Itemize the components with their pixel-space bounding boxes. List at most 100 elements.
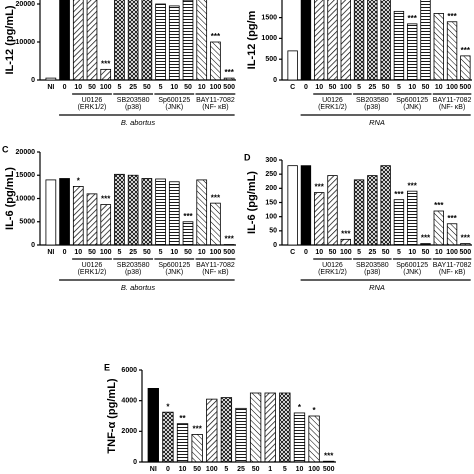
significance: *** (183, 212, 193, 221)
bar (340, 0, 351, 81)
bar (323, 460, 335, 463)
x-tick-label: 10 (198, 249, 206, 256)
significance: *** (394, 190, 404, 199)
bar (191, 433, 203, 463)
group-label: BAY11-7082 (196, 262, 235, 269)
bar (393, 10, 405, 81)
bar (367, 0, 378, 81)
bar (176, 423, 189, 463)
significance: *** (421, 234, 431, 243)
bar (220, 397, 233, 463)
y-tick-label: 6000 (121, 367, 137, 374)
group-label: SB203580 (117, 97, 150, 104)
significance: *** (324, 451, 334, 460)
x-tick-label: 50 (422, 249, 430, 256)
bar (327, 175, 338, 246)
x-tick-label: 10 (408, 84, 416, 91)
x-tick-label: 50 (88, 249, 96, 256)
y-tick-label: 2000 (121, 428, 137, 435)
x-tick-label: 10 (315, 84, 323, 91)
y-axis-label: IL-12 (pg/m (246, 10, 258, 69)
x-tick-label: 5 (357, 84, 361, 91)
x-tick-label: 500 (223, 249, 235, 256)
y-tick-label: 4000 (121, 398, 137, 405)
group-target: (JNK) (165, 269, 183, 276)
y-tick-label: 10000 (16, 39, 36, 46)
group-target: (JNK) (165, 104, 183, 111)
bar (182, 221, 194, 246)
significance: *** (315, 183, 325, 192)
x-tick-label: 25 (129, 249, 137, 256)
group-target: (JNK) (403, 104, 421, 111)
significance: *** (461, 46, 471, 55)
bar (353, 179, 365, 246)
bar (460, 243, 471, 246)
x-tick-label: 50 (329, 249, 337, 256)
bar (264, 392, 276, 463)
group-label: BAY11-7082 (433, 262, 472, 269)
x-tick-label: 0 (63, 84, 67, 91)
significance: *** (341, 229, 351, 238)
x-tick-label: 500 (460, 84, 472, 91)
x-tick-label: NI (47, 84, 54, 91)
x-tick-label: 100 (206, 466, 218, 473)
y-tick-label: 1000 (261, 35, 277, 42)
y-tick-label: 0 (31, 242, 35, 249)
x-tick-label: 0 (304, 249, 308, 256)
significance: ** (179, 414, 186, 423)
y-tick-label: 300 (265, 157, 277, 164)
x-axis-label: B. abortus (121, 283, 155, 292)
x-tick-label: 5 (117, 84, 121, 91)
x-tick-label: 50 (382, 84, 390, 91)
bar (147, 387, 159, 463)
group-label: Sp600125 (396, 97, 428, 104)
bar (59, 0, 70, 81)
bar (249, 392, 262, 463)
bar (155, 178, 166, 246)
x-tick-label: 25 (237, 466, 245, 473)
group-target: (ERK1/2) (318, 269, 347, 276)
group-label: SB203580 (356, 97, 389, 104)
group-label: Sp600125 (158, 97, 190, 104)
bar (235, 407, 247, 463)
y-axis-label: IL-12 (pg/mL) (4, 5, 16, 74)
y-tick-label: 1500 (261, 14, 277, 21)
x-tick-label: 100 (210, 84, 222, 91)
bar (446, 21, 458, 81)
bar (433, 210, 444, 246)
x-tick-label: 10 (408, 249, 416, 256)
y-tick-label: 0 (273, 242, 277, 249)
bar (168, 5, 180, 81)
bar (210, 41, 221, 81)
bar (127, 174, 139, 246)
x-axis-label: RNA (369, 118, 385, 127)
significance: *** (224, 68, 234, 77)
x-tick-label: 500 (223, 84, 235, 91)
bar (446, 223, 458, 246)
x-tick-label: 10 (296, 466, 304, 473)
significance: *** (408, 14, 418, 23)
bar (393, 199, 405, 246)
x-tick-label: 50 (329, 84, 337, 91)
group-label: U0126 (322, 97, 343, 104)
significance: *** (434, 201, 444, 210)
x-tick-label: 100 (308, 466, 320, 473)
bar (460, 55, 471, 81)
significance: *** (192, 425, 202, 434)
x-tick-label: 5 (224, 466, 228, 473)
x-tick-label: 10 (74, 84, 82, 91)
x-tick-label: 5 (159, 84, 163, 91)
bar (72, 186, 84, 246)
x-tick-label: 10 (435, 249, 443, 256)
bar (407, 190, 418, 246)
group-label: Sp600125 (396, 262, 428, 269)
bar (314, 192, 325, 246)
y-tick-label: 50 (269, 228, 277, 235)
y-tick-label: 5000 (19, 219, 35, 226)
group-target: (p38) (364, 269, 380, 276)
bar (72, 0, 84, 81)
bar (340, 238, 351, 246)
bar (141, 178, 153, 246)
x-tick-label: 25 (129, 84, 137, 91)
group-target: (JNK) (403, 269, 421, 276)
